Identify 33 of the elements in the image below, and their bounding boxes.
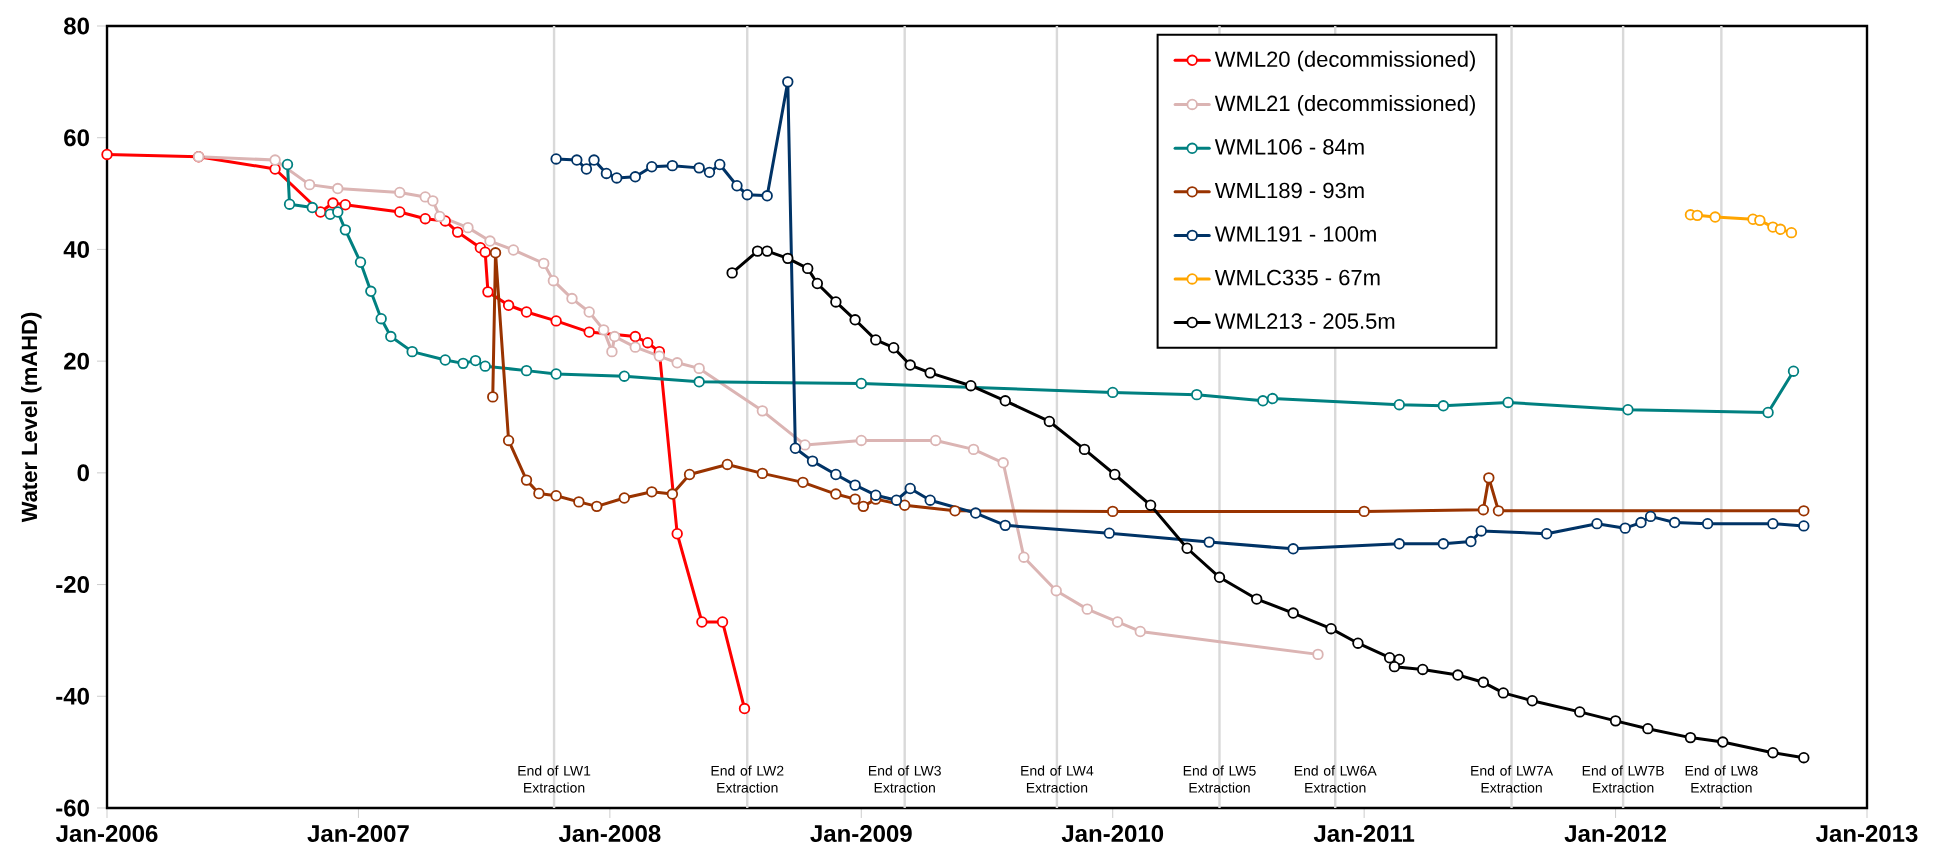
y-tick-label: 60 — [64, 129, 89, 147]
y-tick-label: 0 — [77, 464, 89, 482]
ref-line-label: End of LW6A Extraction — [1294, 765, 1377, 793]
y-tick-label: -40 — [56, 687, 89, 705]
legend-label: WML106 - 84m — [1214, 139, 1364, 155]
ref-line-label: End of LW7B Extraction — [1582, 765, 1664, 793]
ref-line-label: End of LW1 Extraction — [518, 765, 591, 793]
ref-line-label: End of LW5 Extraction — [1183, 765, 1256, 793]
x-tick-label: Jan-2007 — [307, 825, 409, 843]
y-tick-label: 80 — [64, 17, 89, 35]
y-tick-label: 40 — [63, 240, 89, 258]
x-tick-label: Jan-2011 — [1313, 825, 1415, 843]
x-tick-label: Jan-2009 — [810, 825, 912, 843]
x-tick-label: Jan-2013 — [1816, 825, 1918, 843]
legend-label: WMLC335 - 67m — [1214, 269, 1380, 286]
legend-label: WML189 - 93m — [1214, 182, 1364, 199]
ref-line-label: End of LW4 Extraction — [1021, 765, 1094, 793]
legend-label: WML20 (decommissioned) — [1214, 50, 1475, 72]
ref-line-label: End of LW7A Extraction — [1471, 765, 1554, 793]
x-tick-label: Jan-2006 — [56, 825, 158, 843]
y-axis-title: Water Level (mAHD) — [21, 312, 42, 523]
ref-line-label: End of LW3 Extraction — [869, 765, 941, 793]
legend-label: WML21 (decommissioned) — [1214, 94, 1475, 116]
ref-line-label: End of LW8 Extraction — [1685, 765, 1758, 793]
y-tick-label: 20 — [64, 352, 89, 370]
x-tick-label: Jan-2012 — [1564, 825, 1666, 843]
legend-label: WML191 - 100m — [1214, 226, 1376, 242]
y-tick-label: -60 — [56, 799, 89, 817]
y-tick-label: -20 — [56, 576, 89, 594]
x-tick-label: Jan-2010 — [1061, 825, 1164, 843]
ref-line-label: End of LW2 Extraction — [711, 765, 784, 793]
legend-label: WML213 - 205.5m — [1214, 313, 1395, 329]
x-tick-label: Jan-2008 — [558, 825, 661, 843]
